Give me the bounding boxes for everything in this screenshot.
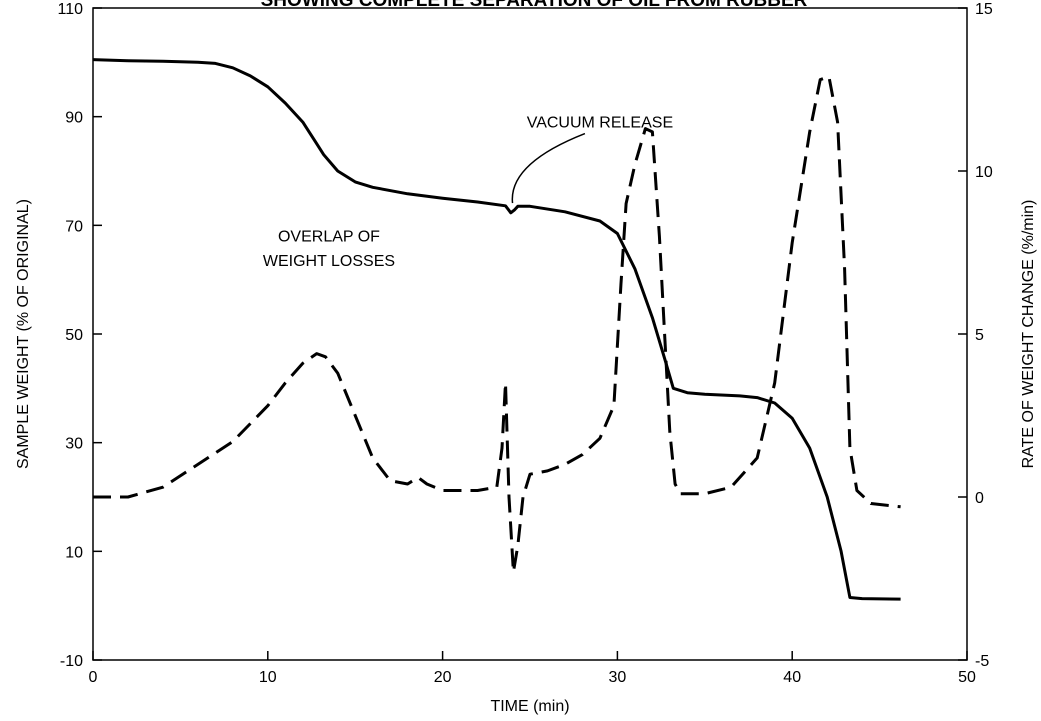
y-right-tick-label: -5: [975, 653, 989, 670]
x-tick-labels: 0 10 20 30 40 50: [89, 669, 976, 686]
x-tick-label: 40: [783, 669, 801, 686]
x-axis-title: TIME (min): [490, 698, 569, 715]
x-tick-label: 0: [89, 669, 98, 686]
y-right-tick-label: 5: [975, 327, 984, 344]
x-tick-label: 10: [259, 669, 277, 686]
y-left-tick-label: -10: [60, 653, 83, 670]
x-tick-label: 50: [958, 669, 976, 686]
y-left-tick-label: 10: [65, 544, 83, 561]
series-layer: [92, 58, 901, 601]
y-right-tick-label: 0: [975, 490, 984, 507]
annotation-pointer: [511, 132, 586, 204]
annotation-label: VACUUM RELEASE: [527, 115, 673, 132]
y-right-tick-labels: -5 0 5 10 15: [975, 1, 993, 670]
y-left-tick-label: 70: [65, 218, 83, 235]
chart-title: SHOWING COMPLETE SEPARATION OF OIL FROM …: [261, 0, 808, 11]
y-left-tick-label: 30: [65, 436, 83, 453]
x-tick-label: 30: [609, 669, 627, 686]
y-axis-title-right: RATE OF WEIGHT CHANGE (%/min): [1020, 200, 1037, 469]
y-left-tick-label: 50: [65, 327, 83, 344]
annotation-label: OVERLAP OF: [278, 229, 380, 246]
y-left-tick-label: 90: [65, 110, 83, 127]
annotation-layer: VACUUM RELEASE OVERLAP OF WEIGHT LOSSES: [263, 115, 673, 271]
y-left-tick-label: 110: [57, 1, 83, 18]
series-line-sample-weight: [92, 58, 901, 601]
y-right-tick-label: 10: [975, 164, 993, 181]
x-tick-label: 20: [434, 669, 452, 686]
series-line-rate-of-weight-change: [93, 75, 901, 574]
annotation-label: WEIGHT LOSSES: [263, 253, 395, 270]
y-left-tick-labels: -10 10 30 50 70 90 110: [57, 1, 83, 670]
y-right-tick-label: 15: [975, 1, 993, 18]
tick-marks: [92, 7, 968, 661]
y-axis-title-left: SAMPLE WEIGHT (% OF ORIGINAL): [15, 199, 32, 469]
